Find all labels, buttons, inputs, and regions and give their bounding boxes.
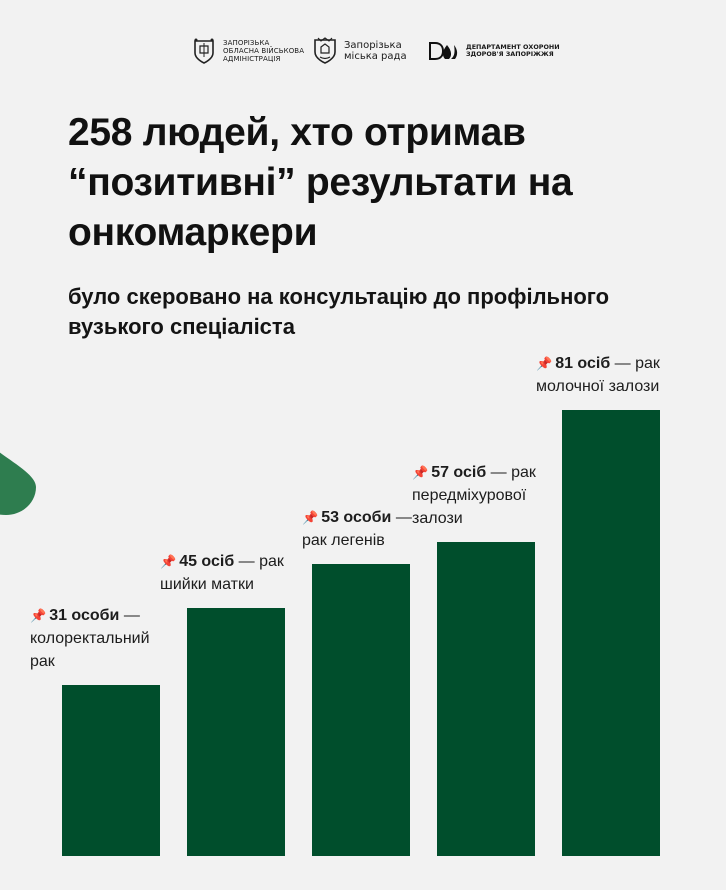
bar-data-label: 📌 45 осіб — рак шийки матки bbox=[160, 550, 284, 596]
chart-bar bbox=[312, 564, 410, 856]
page-subtitle: було скеровано на консультацію до профіл… bbox=[68, 284, 610, 339]
bar-category-label: рак легенів bbox=[302, 532, 385, 549]
chart-bar bbox=[562, 410, 660, 856]
logo-text-line: міська рада bbox=[344, 51, 407, 62]
bar-value: 57 осіб bbox=[431, 464, 487, 481]
bar-data-label: 📌 57 осіб — рак передміхурової залози bbox=[412, 461, 536, 530]
pushpin-icon: 📌 bbox=[302, 510, 319, 525]
bar-value: 31 особи bbox=[49, 607, 120, 624]
city-council-logo: Запорізька міська рада bbox=[312, 36, 407, 66]
bar-category-label: шийки матки bbox=[160, 576, 254, 593]
logo-text-line: ОБЛАСНА ВІЙСЬКОВА bbox=[223, 46, 305, 55]
logo-text-line: ДЕПАРТАМЕНТ ОХОРОНИ bbox=[466, 42, 560, 51]
coat-of-arms-icon bbox=[191, 36, 217, 66]
pushpin-icon: 📌 bbox=[160, 554, 177, 569]
bar-label-dash: — bbox=[119, 607, 140, 624]
logo-text-line: ЗДОРОВ'Я ЗАПОРІЖЖЯ bbox=[466, 50, 554, 58]
bar-label-dash: — рак bbox=[234, 553, 284, 570]
city-shield-icon bbox=[312, 36, 338, 66]
bar-data-label: 📌 31 особи — колоректальний рак bbox=[30, 604, 150, 673]
logo-text-line: АДМІНІСТРАЦІЯ bbox=[223, 55, 281, 64]
page-title: 258 людей, хто отримав “позитивні” резул… bbox=[68, 111, 573, 254]
logo-text-line: Запорізька bbox=[344, 39, 402, 51]
chart-bar bbox=[187, 608, 285, 856]
pushpin-icon: 📌 bbox=[412, 465, 429, 480]
bar-label-dash: — рак bbox=[610, 355, 660, 372]
pushpin-icon: 📌 bbox=[536, 356, 553, 371]
bar-category-label: рак bbox=[30, 653, 55, 670]
bar-data-label: 📌 81 осіб — рак молочної залози bbox=[536, 352, 660, 398]
drops-icon bbox=[428, 36, 462, 66]
bar-label-dash: — bbox=[391, 509, 412, 526]
logo-text-line: ЗАПОРІЗЬКА bbox=[223, 38, 270, 47]
chart-bar bbox=[437, 542, 535, 856]
bar-label-value-line: 📌 31 особи — bbox=[30, 604, 150, 627]
pushpin-icon: 📌 bbox=[30, 608, 47, 623]
bar-label-value-line: 📌 45 осіб — рак bbox=[160, 550, 284, 573]
bar-category-label: молочної залози bbox=[536, 378, 660, 395]
bar-value: 45 осіб bbox=[179, 553, 235, 570]
bar-value: 81 осіб bbox=[555, 355, 611, 372]
bar-category-label: залози bbox=[412, 510, 463, 527]
bar-category-label: передміхурової bbox=[412, 487, 527, 504]
bar-category-label: колоректальний bbox=[30, 630, 150, 647]
oblast-admin-logo: ЗАПОРІЗЬКА ОБЛАСНА ВІЙСЬКОВА АДМІНІСТРАЦ… bbox=[191, 36, 304, 66]
header-logos: ЗАПОРІЗЬКА ОБЛАСНА ВІЙСЬКОВА АДМІНІСТРАЦ… bbox=[0, 36, 726, 70]
decorative-drop-icon bbox=[0, 452, 36, 515]
bar-label-value-line: 📌 57 осіб — рак bbox=[412, 461, 536, 484]
chart-bar bbox=[62, 685, 160, 856]
bar-label-value-line: 📌 81 осіб — рак bbox=[536, 352, 660, 375]
health-dept-logo: ДЕПАРТАМЕНТ ОХОРОНИ ЗДОРОВ'Я ЗАПОРІЖЖЯ bbox=[428, 36, 560, 66]
bar-data-label: 📌 53 особи — рак легенів bbox=[302, 506, 412, 552]
bar-label-dash: — рак bbox=[486, 464, 536, 481]
bar-value: 53 особи bbox=[321, 509, 392, 526]
bar-label-value-line: 📌 53 особи — bbox=[302, 506, 412, 529]
